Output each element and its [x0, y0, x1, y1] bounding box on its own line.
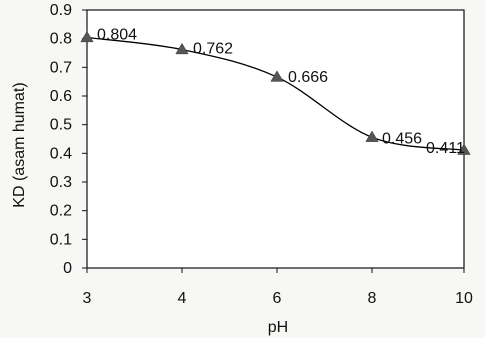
data-label: 0.411: [426, 140, 465, 157]
data-label: 0.804: [97, 27, 137, 44]
data-label: 0.762: [193, 41, 233, 58]
data-label: 0.666: [288, 69, 328, 86]
y-tick-label: 0: [63, 260, 72, 277]
y-tick-label: 0.6: [50, 88, 72, 105]
x-tick-label: 3: [83, 290, 92, 307]
series-markers: [80, 30, 471, 155]
y-axis-ticks: 0 0.1 0.2 0.3 0.4 0.5 0.6 0.7 0.8 0.9: [50, 2, 87, 277]
triangle-marker: [270, 70, 284, 82]
y-tick-label: 0.1: [50, 231, 72, 248]
x-tick-label: 6: [273, 290, 282, 307]
y-tick-label: 0.8: [50, 31, 72, 48]
triangle-marker: [365, 130, 379, 142]
y-tick-label: 0.5: [50, 117, 72, 134]
x-axis-ticks: 3 4 6 8 10: [83, 268, 473, 307]
y-axis-title: KD (asam humat): [11, 82, 28, 207]
x-tick-label: 4: [178, 290, 187, 307]
x-axis-title: pH: [268, 319, 288, 336]
y-tick-label: 0.4: [50, 145, 72, 162]
y-tick-label: 0.7: [50, 59, 72, 76]
data-label: 0.456: [382, 130, 422, 147]
x-tick-label: 10: [455, 290, 473, 307]
y-tick-label: 0.3: [50, 174, 72, 191]
triangle-marker: [80, 30, 94, 43]
plot-area: [86, 9, 465, 269]
y-tick-label: 0.9: [50, 2, 72, 19]
y-tick-label: 0.2: [50, 203, 72, 220]
x-tick-label: 8: [368, 290, 377, 307]
triangle-marker: [175, 42, 189, 55]
triangle-marker: [457, 143, 471, 155]
